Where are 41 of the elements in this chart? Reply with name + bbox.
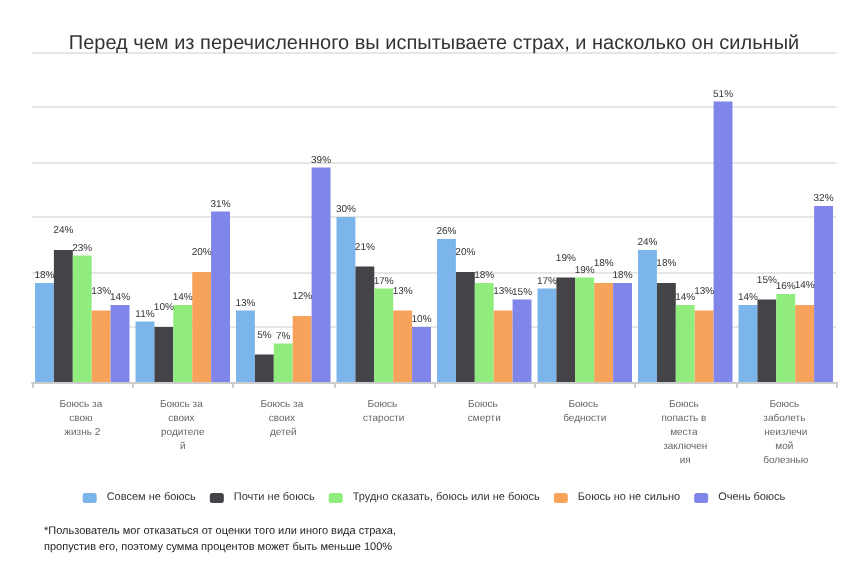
bar: [311, 167, 331, 382]
bar: [254, 354, 274, 382]
bar: [656, 283, 676, 382]
bar: [537, 288, 557, 382]
bar: [455, 272, 475, 382]
bar: [292, 316, 312, 382]
bar: [613, 283, 632, 382]
bar: [512, 299, 532, 382]
bar: [795, 305, 815, 382]
bar: [776, 294, 796, 382]
bar: [355, 266, 375, 382]
bar: [374, 288, 394, 382]
bar: [211, 211, 230, 382]
bar: [757, 299, 777, 382]
bar: [412, 327, 431, 382]
bar: [154, 327, 174, 382]
bar: [393, 310, 413, 382]
bar: [273, 343, 293, 382]
bar: [91, 310, 111, 382]
bar: [575, 277, 595, 382]
bar: [638, 250, 657, 382]
bar: [192, 272, 212, 382]
bar: [694, 310, 714, 382]
bar: [35, 283, 54, 382]
bar: [814, 206, 833, 382]
bar: [738, 305, 758, 382]
bar: [72, 255, 92, 382]
bar: [236, 310, 255, 382]
bar: [556, 277, 576, 382]
bar: [493, 310, 513, 382]
bar: [53, 250, 73, 382]
bar: [594, 283, 614, 382]
bar: [713, 101, 733, 382]
bar: [173, 305, 193, 382]
bar: [336, 217, 356, 382]
bar: [675, 305, 695, 382]
bar: [474, 283, 494, 382]
chart-title: Перед чем из перечисленного вы испытываете страх, и насколько он сильный: [68, 33, 800, 55]
bar: [135, 321, 155, 382]
bar: [110, 305, 130, 382]
bar: [437, 239, 456, 382]
